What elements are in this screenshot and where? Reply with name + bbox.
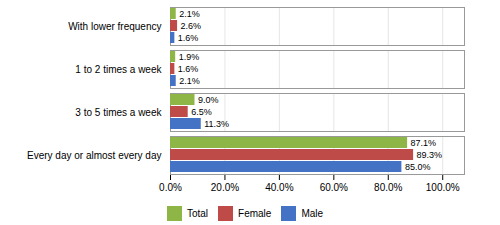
svg-text:11.3%: 11.3% (204, 119, 229, 129)
svg-text:Every day or almost every day: Every day or almost every day (27, 150, 162, 161)
svg-text:1.9%: 1.9% (179, 52, 200, 62)
svg-text:3 to 5 times a week: 3 to 5 times a week (75, 107, 162, 118)
svg-text:0.0%: 0.0% (159, 182, 182, 193)
svg-text:1.6%: 1.6% (178, 64, 199, 74)
html-text:Total: Total (186, 208, 208, 219)
svg-text:2.6%: 2.6% (181, 21, 202, 31)
svg-text:1.6%: 1.6% (178, 33, 199, 43)
svg-text:89.3%: 89.3% (417, 150, 443, 160)
svg-text:87.1%: 87.1% (411, 138, 437, 148)
html-text:Male: Male (301, 208, 324, 219)
svg-text:1 to 2 times a week: 1 to 2 times a week (75, 64, 162, 75)
svg-text:20.0%: 20.0% (211, 182, 239, 193)
svg-text:60.0%: 60.0% (320, 182, 348, 193)
svg-text:100.0%: 100.0% (426, 182, 460, 193)
svg-text:6.5%: 6.5% (191, 107, 212, 117)
svg-text:With lower frequency: With lower frequency (68, 21, 161, 32)
svg-text:85.0%: 85.0% (405, 162, 431, 172)
svg-text:9.0%: 9.0% (198, 95, 219, 105)
svg-text:2.1%: 2.1% (179, 76, 200, 86)
svg-text:2.1%: 2.1% (179, 9, 200, 19)
html-text:Female: Female (238, 208, 272, 219)
svg-text:40.0%: 40.0% (265, 182, 293, 193)
svg-text:80.0%: 80.0% (374, 182, 402, 193)
